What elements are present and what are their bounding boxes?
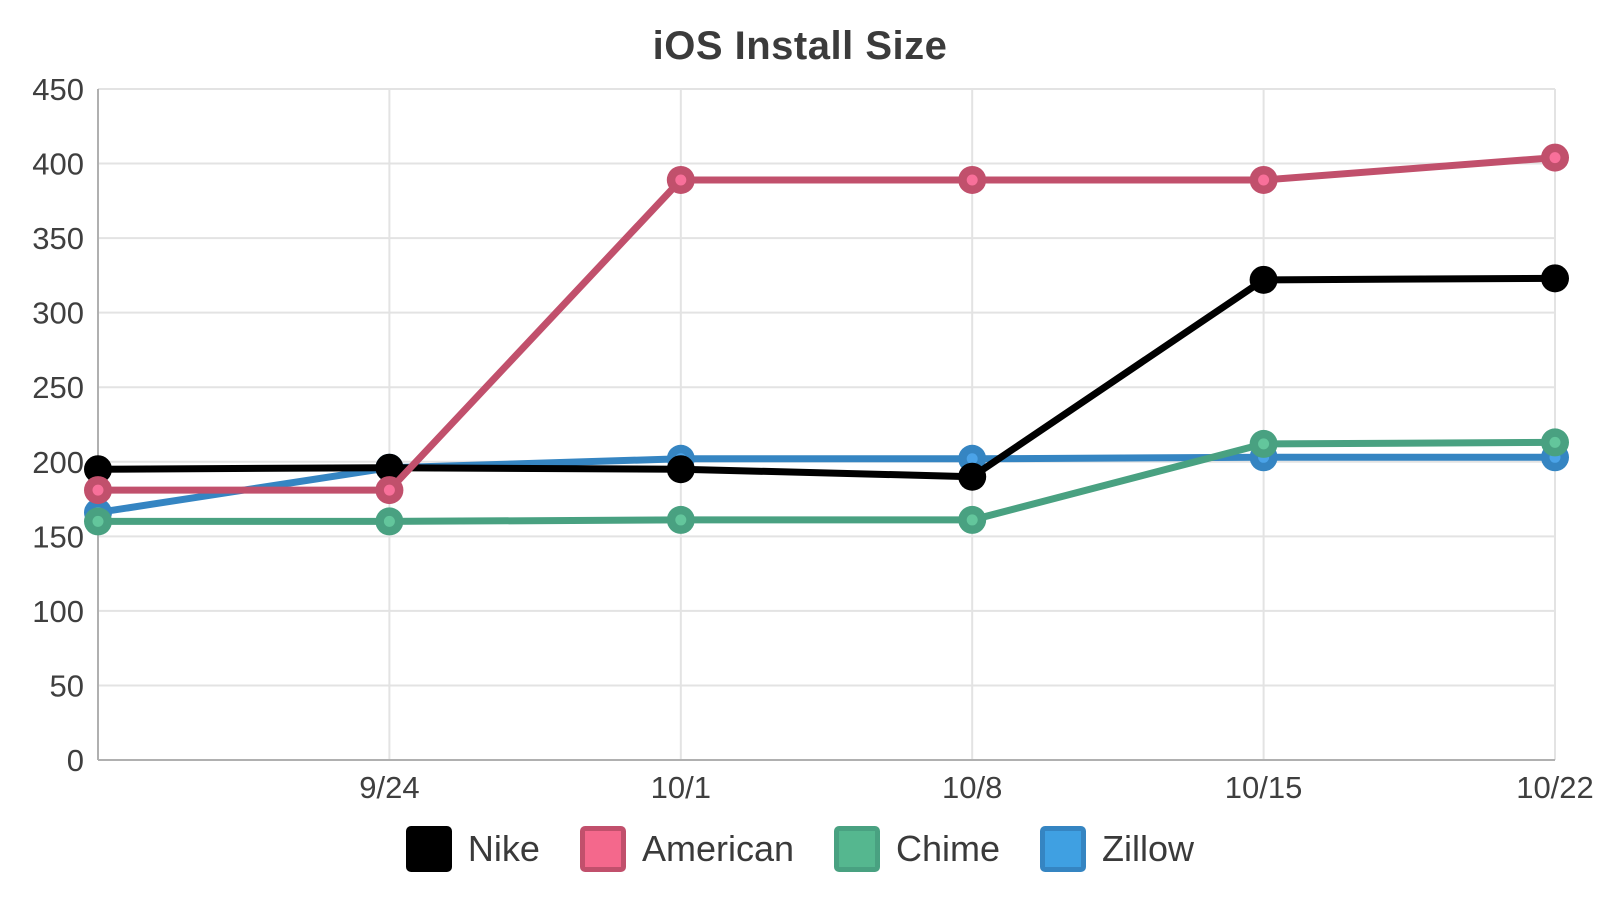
data-point-center-american	[92, 484, 104, 496]
legend-item-american: American	[579, 826, 795, 872]
legend-label-chime: Chime	[896, 828, 1001, 869]
y-tick-label: 350	[32, 221, 84, 256]
data-point-center-nike	[675, 463, 687, 475]
legend-swatch-chime	[834, 826, 881, 872]
data-point-center-nike	[383, 462, 395, 474]
legend-item-nike: Nike	[405, 826, 540, 872]
data-point-center-nike	[1549, 272, 1561, 284]
legend-label-nike: Nike	[467, 828, 540, 869]
y-tick-label: 250	[32, 370, 84, 405]
data-point-center-american	[966, 174, 978, 186]
y-tick-label: 100	[32, 594, 84, 629]
data-point-center-chime	[966, 514, 978, 526]
x-tick-label: 10/22	[1516, 770, 1594, 805]
series-line-american	[94, 154, 1559, 494]
legend-swatch-american	[579, 826, 626, 872]
data-point-center-american	[383, 484, 395, 496]
legend-label-zillow: Zillow	[1102, 828, 1195, 869]
chart-legend: Nike American Chime Zillow	[0, 826, 1600, 872]
data-point-center-chime	[1258, 438, 1270, 450]
y-tick-label: 0	[67, 743, 84, 778]
legend-swatch-zillow	[1040, 826, 1087, 872]
data-point-center-chime	[92, 515, 104, 527]
data-point-center-chime	[1549, 436, 1561, 448]
legend-swatch-nike	[405, 826, 452, 872]
data-point-center-chime	[675, 514, 687, 526]
legend-item-chime: Chime	[834, 826, 1000, 872]
series-line-nike	[94, 274, 1559, 481]
data-point-center-nike	[1258, 274, 1270, 286]
x-tick-label: 10/8	[942, 770, 1002, 805]
data-point-center-zillow	[966, 453, 978, 465]
legend-label-american: American	[641, 828, 795, 869]
legend-item-zillow: Zillow	[1040, 826, 1194, 872]
chart-title: iOS Install Size	[652, 24, 948, 68]
y-tick-label: 450	[32, 72, 84, 107]
data-point-center-nike	[966, 471, 978, 483]
y-tick-label: 400	[32, 147, 84, 182]
data-point-center-american	[1258, 174, 1270, 186]
y-tick-label: 50	[50, 668, 84, 703]
line-chart: 0 50 100 150 200 250 300 350 400 450 9/24 10/1 10/8 1…	[32, 72, 1594, 805]
y-tick-label: 150	[32, 519, 84, 554]
y-tick-label: 300	[32, 296, 84, 331]
x-tick-label: 10/15	[1225, 770, 1303, 805]
data-point-center-american	[675, 174, 687, 186]
data-point-center-nike	[92, 463, 104, 475]
data-point-center-chime	[383, 515, 395, 527]
x-tick-label: 10/1	[651, 770, 711, 805]
series-line-zillow	[94, 453, 1559, 516]
series-line-chime	[94, 438, 1559, 525]
x-tick-label: 9/24	[359, 770, 419, 805]
data-point-center-american	[1549, 152, 1561, 164]
y-tick-label: 200	[32, 445, 84, 480]
